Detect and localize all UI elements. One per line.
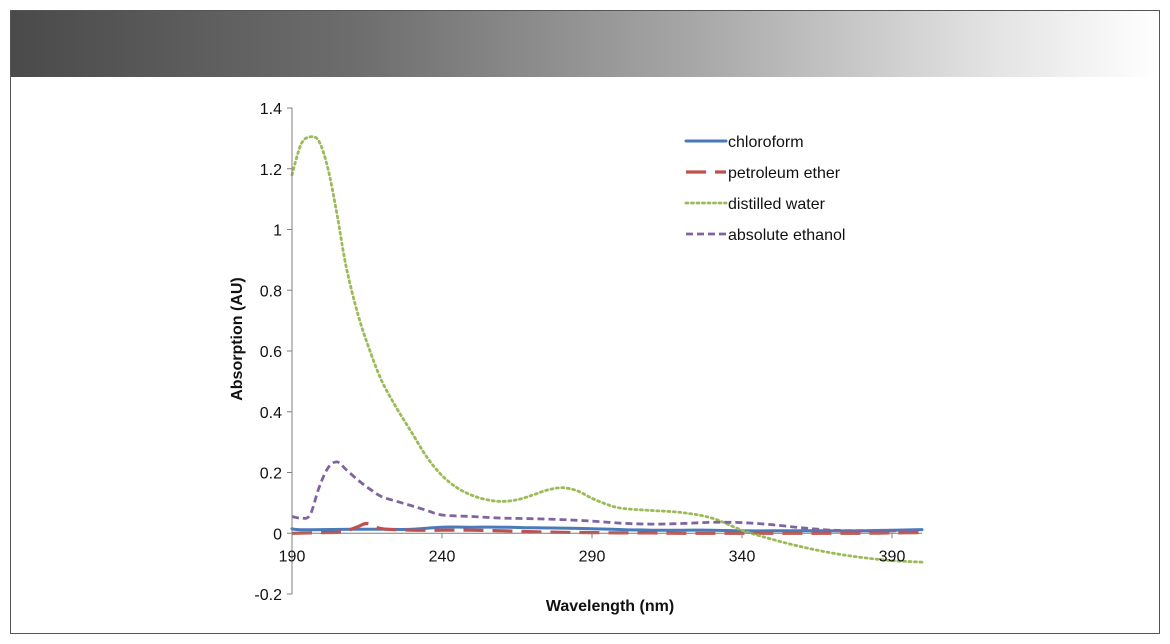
y-tick-labels: 1.4 1.2 1 0.8 0.6 0.4 0.2 0 -0.2 — [254, 101, 292, 604]
series-line-petroleum-ether — [291, 521, 923, 535]
x-tick-label: 190 — [279, 548, 306, 565]
y-tick-label: -0.2 — [254, 587, 282, 604]
x-tick-label: 290 — [579, 548, 606, 565]
y-axis-title: Absorption (AU) — [229, 277, 246, 401]
legend: chloroform petroleum ether distilled water… — [684, 134, 845, 244]
y-tick-label: 1 — [273, 223, 282, 240]
y-tick-label: 1.2 — [260, 162, 282, 179]
x-axis-title: Wavelength (nm) — [546, 598, 674, 615]
header-gradient-band — [11, 11, 1159, 77]
y-tick-label: 0.8 — [260, 283, 282, 300]
series-line-absolute-ethanol — [291, 460, 923, 533]
legend-label: petroleum ether — [728, 165, 841, 182]
legend-label: distilled water — [728, 196, 826, 213]
y-tick-label: 0 — [273, 526, 282, 543]
legend-label: absolute ethanol — [728, 227, 845, 244]
series-line-chloroform — [290, 525, 924, 533]
x-tick-label: 340 — [729, 548, 756, 565]
y-tick-label: 1.4 — [260, 101, 282, 118]
series-line-distilled-water — [290, 135, 924, 564]
x-tick-labels: 190 240 290 340 390 — [279, 533, 906, 565]
x-tick-label: 390 — [879, 548, 906, 565]
x-tick-label: 240 — [429, 548, 456, 565]
legend-label: chloroform — [728, 134, 804, 151]
y-tick-label: 0.6 — [260, 344, 282, 361]
y-tick-label: 0.2 — [260, 466, 282, 483]
plot-lines — [290, 135, 924, 564]
y-tick-label: 0.4 — [260, 405, 282, 422]
